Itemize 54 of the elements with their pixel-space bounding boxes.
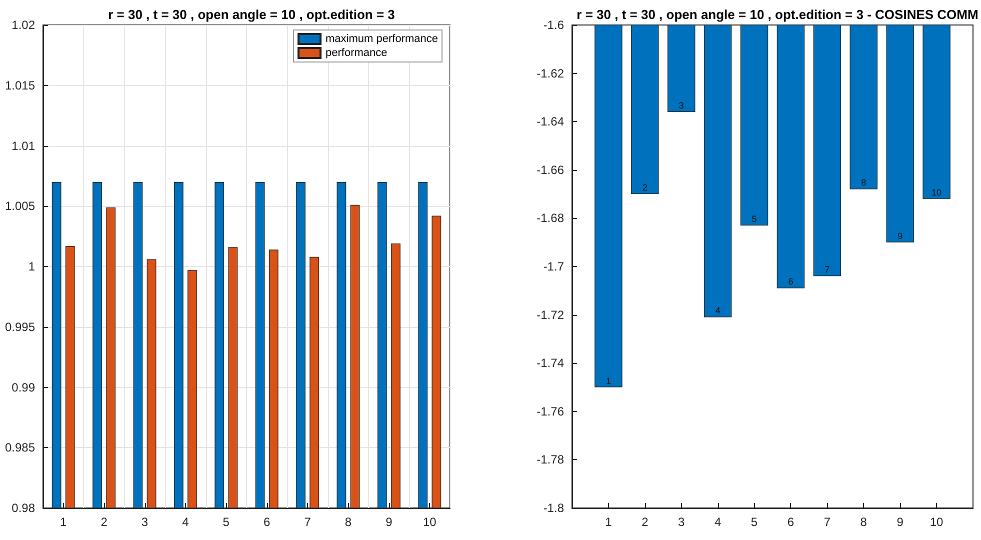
annotation: 3: [678, 100, 684, 110]
y-tick-label: 0.98: [12, 501, 36, 515]
x-tick-label: 1: [60, 515, 68, 529]
y-tick-label: -1.74: [536, 356, 564, 370]
x-tick-label: 4: [182, 515, 190, 529]
x-tick-label: 4: [714, 515, 722, 529]
legend-label: maximum performance: [326, 33, 438, 45]
x-tick-label: 2: [642, 515, 649, 529]
x-tick-label: 6: [264, 515, 271, 529]
annotation: 4: [715, 306, 720, 316]
y-tick-label: 1.015: [4, 78, 36, 92]
annotation: 8: [861, 178, 866, 188]
x-tick-label: 9: [386, 515, 393, 529]
x-tick-label: 5: [222, 515, 230, 529]
annotation: 5: [752, 214, 757, 224]
y-tick-label: 0.995: [4, 320, 36, 334]
x-tick-label: 1: [605, 515, 612, 529]
y-tick-label: 1: [28, 260, 36, 274]
y-tick-label: -1.72: [536, 308, 564, 322]
y-tick-label: 1.01: [12, 138, 36, 153]
annotation: 6: [788, 276, 794, 287]
annotation: 10: [932, 187, 942, 198]
legend-label: performance: [326, 47, 388, 59]
y-tick-label: 1.005: [4, 199, 36, 214]
x-tick-label: 6: [787, 515, 794, 529]
annotation: 1: [606, 376, 611, 386]
annotation: 9: [898, 230, 903, 241]
y-tick-label: -1.76: [536, 404, 564, 418]
x-tick-label: 10: [422, 515, 437, 529]
x-tick-label: 3: [678, 515, 686, 529]
y-tick-label: -1.78: [536, 452, 564, 467]
annotation: 2: [642, 182, 648, 193]
x-tick-label: 8: [860, 515, 868, 529]
x-tick-label: 7: [304, 515, 312, 529]
y-tick-label: 1.02: [12, 18, 36, 32]
x-tick-label: 5: [750, 515, 758, 529]
y-tick-label: -1.64: [536, 114, 564, 129]
y-tick-label: 0.985: [4, 440, 36, 455]
x-tick-label: 3: [141, 515, 148, 529]
y-tick-label: -1.7: [543, 260, 564, 274]
y-tick-label: -1.8: [543, 501, 564, 515]
chart-title: r = 30 , t = 30 , open angle = 10 , opt.edition = 3 - COSINES COMM: [576, 7, 978, 22]
chart-title: r = 30 , t = 30 , open angle = 10 , opt.edition = 3: [108, 7, 395, 22]
x-tick-label: 9: [896, 515, 904, 529]
x-tick-label: 2: [100, 515, 108, 529]
y-tick-label: 0.99: [12, 380, 36, 394]
x-tick-label: 7: [824, 515, 831, 529]
y-tick-label: -1.66: [536, 162, 564, 177]
x-tick-label: 8: [344, 515, 352, 529]
x-tick-label: 10: [930, 515, 944, 529]
y-tick-label: -1.6: [543, 18, 564, 32]
annotation: 7: [824, 264, 830, 275]
y-tick-label: -1.68: [536, 211, 564, 226]
y-tick-label: -1.62: [536, 66, 564, 80]
